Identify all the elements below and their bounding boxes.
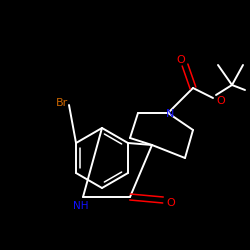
Text: O: O [216, 96, 226, 106]
Text: NH: NH [73, 201, 89, 211]
Text: N: N [166, 109, 174, 119]
Text: Br: Br [56, 98, 68, 108]
Text: O: O [166, 198, 175, 208]
Text: O: O [176, 55, 186, 65]
